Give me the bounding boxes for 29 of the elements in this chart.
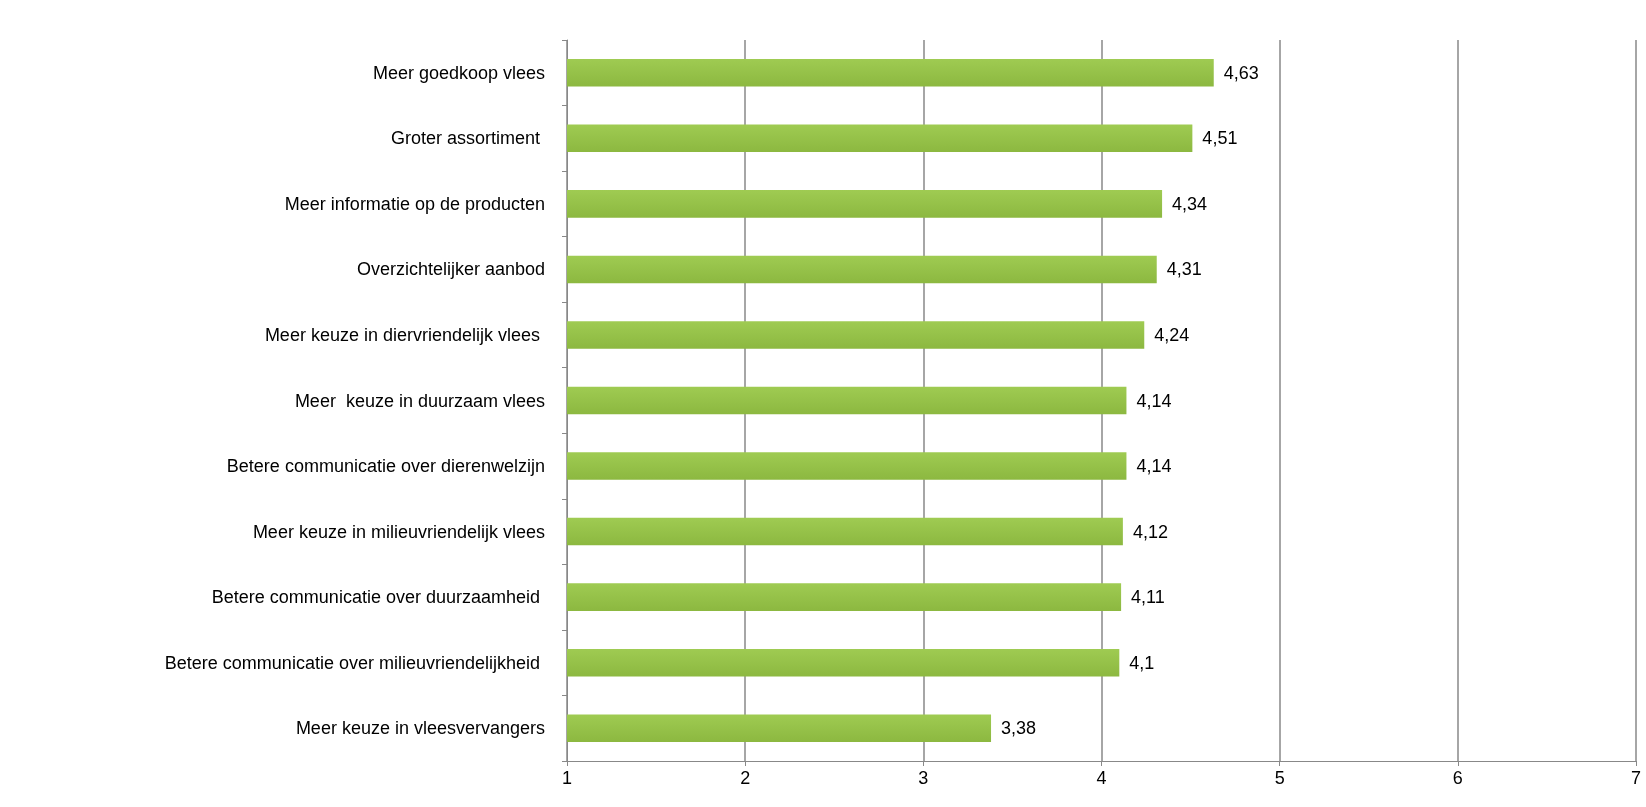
x-tick-label: 3 [918,768,929,788]
y-tick-label: Meer keuze in milieuvriendelijk vlees [252,521,545,542]
data-label: 4,31 [1166,259,1202,280]
y-tick-label: Betere communicatie over milieuvriendelijkheid [164,652,545,673]
x-tick-label: 6 [1452,768,1463,788]
x-tick-label: 1 [561,768,573,788]
x-tick-label: 5 [1274,768,1285,788]
data-label: 4,1 [1129,652,1155,673]
y-tick-label: Overzichtelijker aanbod [356,259,545,280]
data-label: 4,14 [1136,390,1172,411]
y-tick-label: Betere communicatie over dierenwelzijn [226,456,545,477]
x-tick-label: 7 [1630,768,1642,788]
data-label: 4,34 [1172,193,1208,214]
data-label: 4,63 [1223,62,1259,83]
data-label: 4,51 [1202,128,1238,149]
data-label: 4,12 [1132,521,1168,542]
data-label: 4,14 [1136,456,1172,477]
x-tick-label: 4 [1096,768,1107,788]
y-tick-label: Meer keuze in diervriendelijk vlees [264,324,545,345]
data-label: 3,38 [1001,718,1037,739]
y-tick-label: Groter assortiment [390,128,545,149]
x-tick-label: 2 [740,768,751,788]
y-tick-label: Meer keuze in vleesvervangers [295,718,545,739]
y-tick-label: Meer informatie op de producten [284,193,545,214]
y-tick-label: Betere communicatie over duurzaamheid [211,587,545,608]
y-tick-label: Meer keuze in duurzaam vlees [294,390,545,411]
data-label: 4,24 [1154,324,1190,345]
y-tick-label: Meer goedkoop vlees [372,62,545,83]
data-label: 4,11 [1131,587,1165,608]
